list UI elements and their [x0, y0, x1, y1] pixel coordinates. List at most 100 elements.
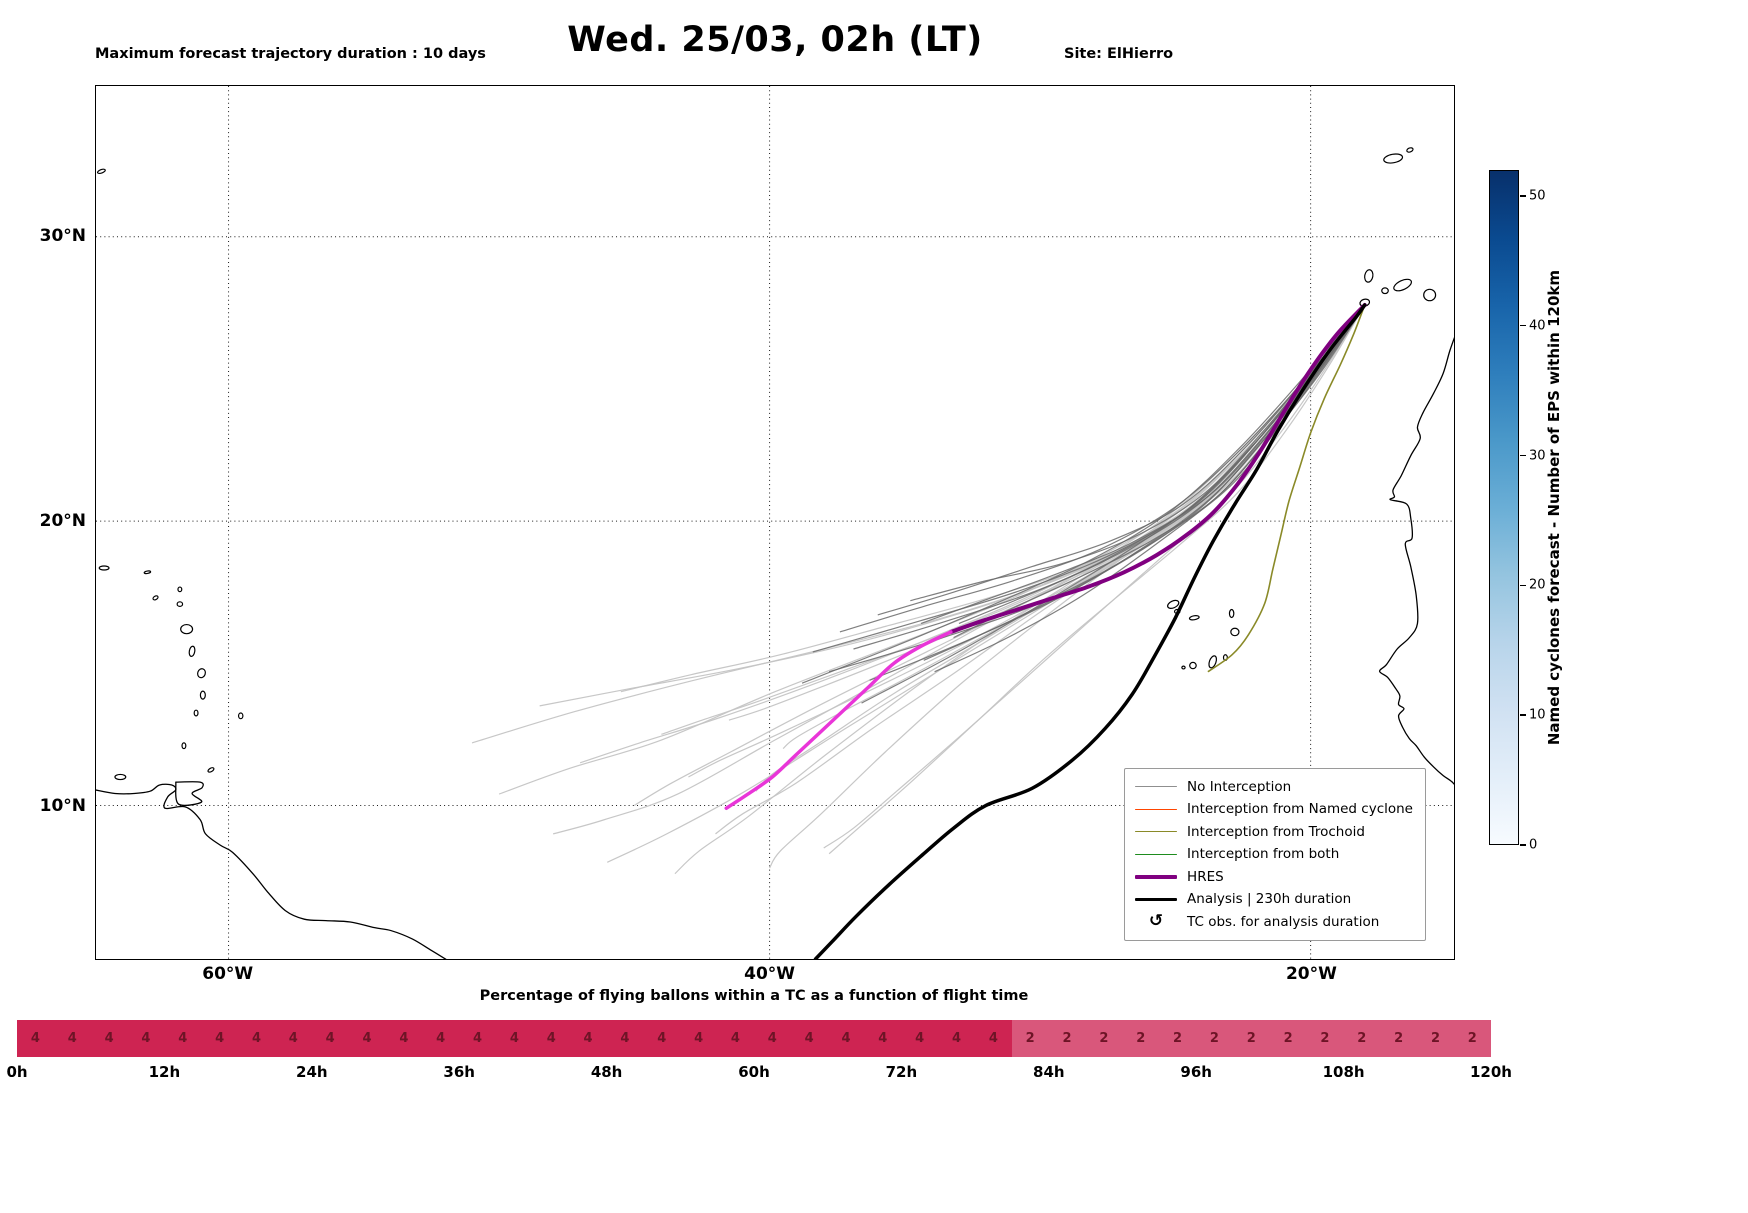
bar-cell: 2: [1269, 1020, 1307, 1057]
trajectory-hres-tail: [724, 630, 953, 810]
island-martinique: [197, 668, 206, 679]
trajectory-ensemble-no-interception: [755, 304, 1366, 792]
trajectory-ensemble-no-interception: [823, 304, 1366, 849]
legend-item: Interception from both: [1135, 845, 1413, 864]
bar-cell: 4: [53, 1020, 91, 1057]
header-info-line: Maximum forecast trajectory duration : 1…: [95, 46, 486, 62]
island-dominica: [188, 645, 196, 657]
bar-cell: 4: [201, 1020, 239, 1057]
island-st-lucia: [199, 690, 206, 700]
legend-line-swatch: [1135, 808, 1178, 810]
bar-cell: 2: [1417, 1020, 1454, 1057]
x-axis-tick-label: 20°W: [1285, 964, 1337, 984]
colorbar-tick-label: 0: [1529, 837, 1538, 853]
bar-cell: 4: [422, 1020, 460, 1057]
bar-cell: 4: [901, 1020, 939, 1057]
island-porto-santo: [1406, 147, 1414, 153]
trajectory-ensemble-no-interception: [853, 304, 1366, 650]
island-antigua: [176, 601, 184, 607]
bar-cell: 4: [385, 1020, 423, 1057]
colorbar-tick: [1520, 325, 1526, 327]
island-la-palma: [1364, 269, 1374, 283]
colorbar-tick: [1520, 454, 1526, 457]
time-axis-tick-label: 120h: [1470, 1063, 1512, 1081]
y-axis-tick-label: 10°N: [39, 796, 86, 817]
bar-cell: 4: [790, 1020, 828, 1057]
time-axis-tick-label: 108h: [1322, 1063, 1365, 1081]
bar-cell: 4: [606, 1020, 644, 1057]
island-sal: [1228, 608, 1235, 619]
time-axis-tick-label: 84h: [1033, 1063, 1065, 1081]
island-santo-antao: [1167, 599, 1180, 609]
legend-line: [1135, 831, 1178, 832]
trajectory-map-panel: No Interception Interception from Named c…: [95, 85, 1455, 960]
cyclone-glyph: ↺: [1148, 911, 1164, 931]
colorbar-tick: [1520, 844, 1526, 846]
colorbar-gradient: [1489, 170, 1519, 845]
legend-label: Analysis | 230h duration: [1187, 891, 1352, 907]
colorbar-tick: [1520, 195, 1526, 197]
bar-cell: 4: [274, 1020, 312, 1057]
legend-item: Analysis | 230h duration: [1135, 890, 1413, 909]
legend-line: [1135, 808, 1178, 810]
bar-cell: 2: [1232, 1020, 1270, 1057]
trajectory-ensemble-no-interception: [579, 304, 1366, 764]
trajectory-ensemble-no-interception: [552, 304, 1366, 835]
bar-cell: 4: [164, 1020, 202, 1057]
legend-line: [1135, 897, 1178, 901]
colorbar-tick-label: 50: [1529, 188, 1546, 204]
trajectory-ensemble-no-interception: [869, 304, 1366, 681]
island-la-gomera: [1381, 287, 1389, 295]
legend-item: Interception from Named cyclone: [1135, 800, 1413, 819]
trajectory-ensemble-no-interception: [471, 304, 1366, 744]
colorbar-tick-label: 20: [1529, 577, 1546, 593]
trajectory-hres: [948, 303, 1367, 634]
trajectory-trochoid-interception: [1207, 304, 1366, 673]
trajectory-ensemble-no-interception: [801, 304, 1366, 684]
island-madeira: [1383, 153, 1404, 164]
bar-cell: 4: [569, 1020, 607, 1057]
bar-cell: 2: [1380, 1020, 1418, 1057]
legend-line: [1135, 786, 1178, 787]
legend-label: Interception from Named cyclone: [1187, 801, 1413, 817]
legend-label: HRES: [1187, 868, 1224, 885]
island-tenerife: [1393, 278, 1412, 292]
colorbar-tick: [1520, 714, 1526, 716]
legend-item: No Interception: [1135, 777, 1413, 796]
bar-cell: 4: [938, 1020, 975, 1057]
coastline-south-america-coast: [96, 783, 447, 959]
bar-cell: 2: [1306, 1020, 1344, 1057]
trajectory-ensemble-no-interception: [877, 304, 1366, 616]
bar-cell: 4: [717, 1020, 754, 1057]
island-virgin-islands: [98, 565, 110, 571]
island-margarita: [114, 773, 127, 781]
legend-label: No Interception: [1187, 778, 1292, 795]
time-axis-tick-label: 12h: [148, 1063, 181, 1081]
bar-cell: 2: [1343, 1020, 1381, 1057]
bar-cell: 4: [311, 1020, 349, 1057]
cyclone-icon: ↺: [1135, 913, 1177, 930]
header-info-line: Site: ElHierro: [1064, 46, 1174, 62]
bar-cell: 4: [348, 1020, 386, 1057]
legend-line: [1135, 853, 1178, 855]
legend-line-swatch: [1135, 897, 1178, 901]
bar-cell: 2: [1453, 1020, 1491, 1057]
island-fuerteventura: [1451, 271, 1454, 296]
trajectory-ensemble-no-interception: [661, 304, 1366, 735]
legend-item: HRES: [1135, 867, 1413, 886]
trajectory-ensemble-no-interception: [498, 304, 1366, 795]
bar-cell: 2: [1048, 1020, 1086, 1057]
trajectory-ensemble-no-interception: [728, 304, 1366, 721]
island-barbuda: [177, 586, 183, 593]
colorbar-tick-label: 40: [1529, 318, 1546, 334]
colorbar-title: Named cyclones forecast - Number of EPS …: [1541, 170, 1567, 845]
island-st-kitts: [152, 595, 159, 601]
legend-label: TC obs. for analysis duration: [1187, 913, 1380, 930]
coastline-trinidad: [175, 781, 204, 807]
colorbar-tick-label: 10: [1529, 707, 1546, 723]
island-santiago: [1208, 655, 1218, 669]
colorbar-tick: [1520, 584, 1526, 587]
island-sao-nicolau: [1188, 615, 1200, 621]
